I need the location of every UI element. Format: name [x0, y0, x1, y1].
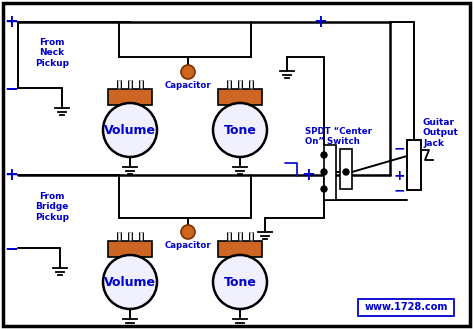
- Text: Capacitor: Capacitor: [164, 81, 211, 90]
- Bar: [358, 299, 454, 316]
- Circle shape: [181, 65, 195, 79]
- Text: −: −: [4, 239, 18, 257]
- Text: −: −: [393, 141, 405, 155]
- Text: −: −: [393, 183, 405, 197]
- Text: Tone: Tone: [224, 275, 256, 289]
- Text: From
Bridge
Pickup: From Bridge Pickup: [35, 192, 69, 222]
- Text: +: +: [4, 13, 18, 31]
- Bar: [218, 241, 262, 257]
- Text: +: +: [313, 13, 327, 31]
- Text: +: +: [393, 169, 405, 183]
- Circle shape: [321, 152, 327, 158]
- Bar: [218, 89, 262, 105]
- Bar: [340, 149, 352, 189]
- Bar: [407, 140, 421, 190]
- Circle shape: [343, 169, 349, 175]
- Text: Volume: Volume: [104, 123, 156, 137]
- Text: +: +: [4, 166, 18, 184]
- Text: +: +: [301, 166, 315, 184]
- Text: Capacitor: Capacitor: [164, 241, 211, 250]
- Bar: [108, 241, 152, 257]
- Circle shape: [213, 103, 267, 157]
- Circle shape: [213, 255, 267, 309]
- Text: −: −: [4, 79, 18, 97]
- Circle shape: [103, 103, 157, 157]
- Circle shape: [181, 225, 195, 239]
- Text: From
Neck
Pickup: From Neck Pickup: [35, 38, 69, 68]
- Circle shape: [321, 169, 327, 175]
- Text: Volume: Volume: [104, 275, 156, 289]
- Bar: [324, 145, 336, 200]
- Circle shape: [103, 255, 157, 309]
- Text: Tone: Tone: [224, 123, 256, 137]
- Circle shape: [321, 186, 327, 192]
- Text: Guitar
Output
Jack: Guitar Output Jack: [423, 118, 459, 148]
- Text: www.1728.com: www.1728.com: [365, 302, 447, 313]
- Text: SPDT “Center
On” Switch: SPDT “Center On” Switch: [305, 127, 372, 146]
- Bar: [108, 89, 152, 105]
